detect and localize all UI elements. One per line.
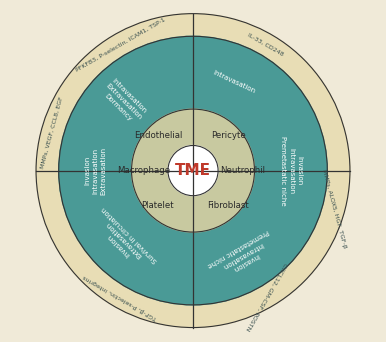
Text: TME: TME [175,163,211,178]
Circle shape [168,145,218,196]
Text: Intravasation
Extravasation
Dormancy: Intravasation Extravasation Dormancy [99,77,149,126]
Circle shape [36,14,350,328]
Text: TGF-β, P-selectin, integrins: TGF-β, P-selectin, integrins [82,273,158,320]
Circle shape [59,36,327,305]
Text: IL-33, CD248: IL-33, CD248 [247,32,284,57]
Text: Platelet: Platelet [142,201,174,210]
Text: MMPs, ALOX5, HGF, TGF-β: MMPs, ALOX5, HGF, TGF-β [321,168,347,248]
Text: Neutrophil: Neutrophil [220,166,265,175]
Text: Invasion
Intravasation
Premetastatic niche: Invasion Intravasation Premetastatic nic… [280,136,302,206]
Text: Fibroblast: Fibroblast [207,201,249,210]
Text: PFKFB3, P-selectin, ICAM1, TSP-1: PFKFB3, P-selectin, ICAM1, TSP-1 [74,17,166,72]
Text: CXCL12, GM-CSF, POSTN: CXCL12, GM-CSF, POSTN [244,262,287,331]
Text: MMPs, VEGF, CCL8, EGF: MMPs, VEGF, CCL8, EGF [40,96,64,170]
Text: Endothelial: Endothelial [134,131,182,140]
Text: Pericyte: Pericyte [211,131,245,140]
Text: Invasion
Intravasation
Extravasation: Invasion Intravasation Extravasation [84,146,106,195]
Circle shape [91,69,295,273]
Text: Intravasation: Intravasation [212,69,257,94]
Text: Invasion
Intravasation
Premetastatic niche: Invasion Intravasation Premetastatic nic… [206,228,278,282]
Text: Macrophage: Macrophage [117,166,170,175]
Circle shape [132,109,254,232]
Text: Invasion
Extravasation
Survival in circulation: Invasion Extravasation Survival in circu… [89,205,158,275]
